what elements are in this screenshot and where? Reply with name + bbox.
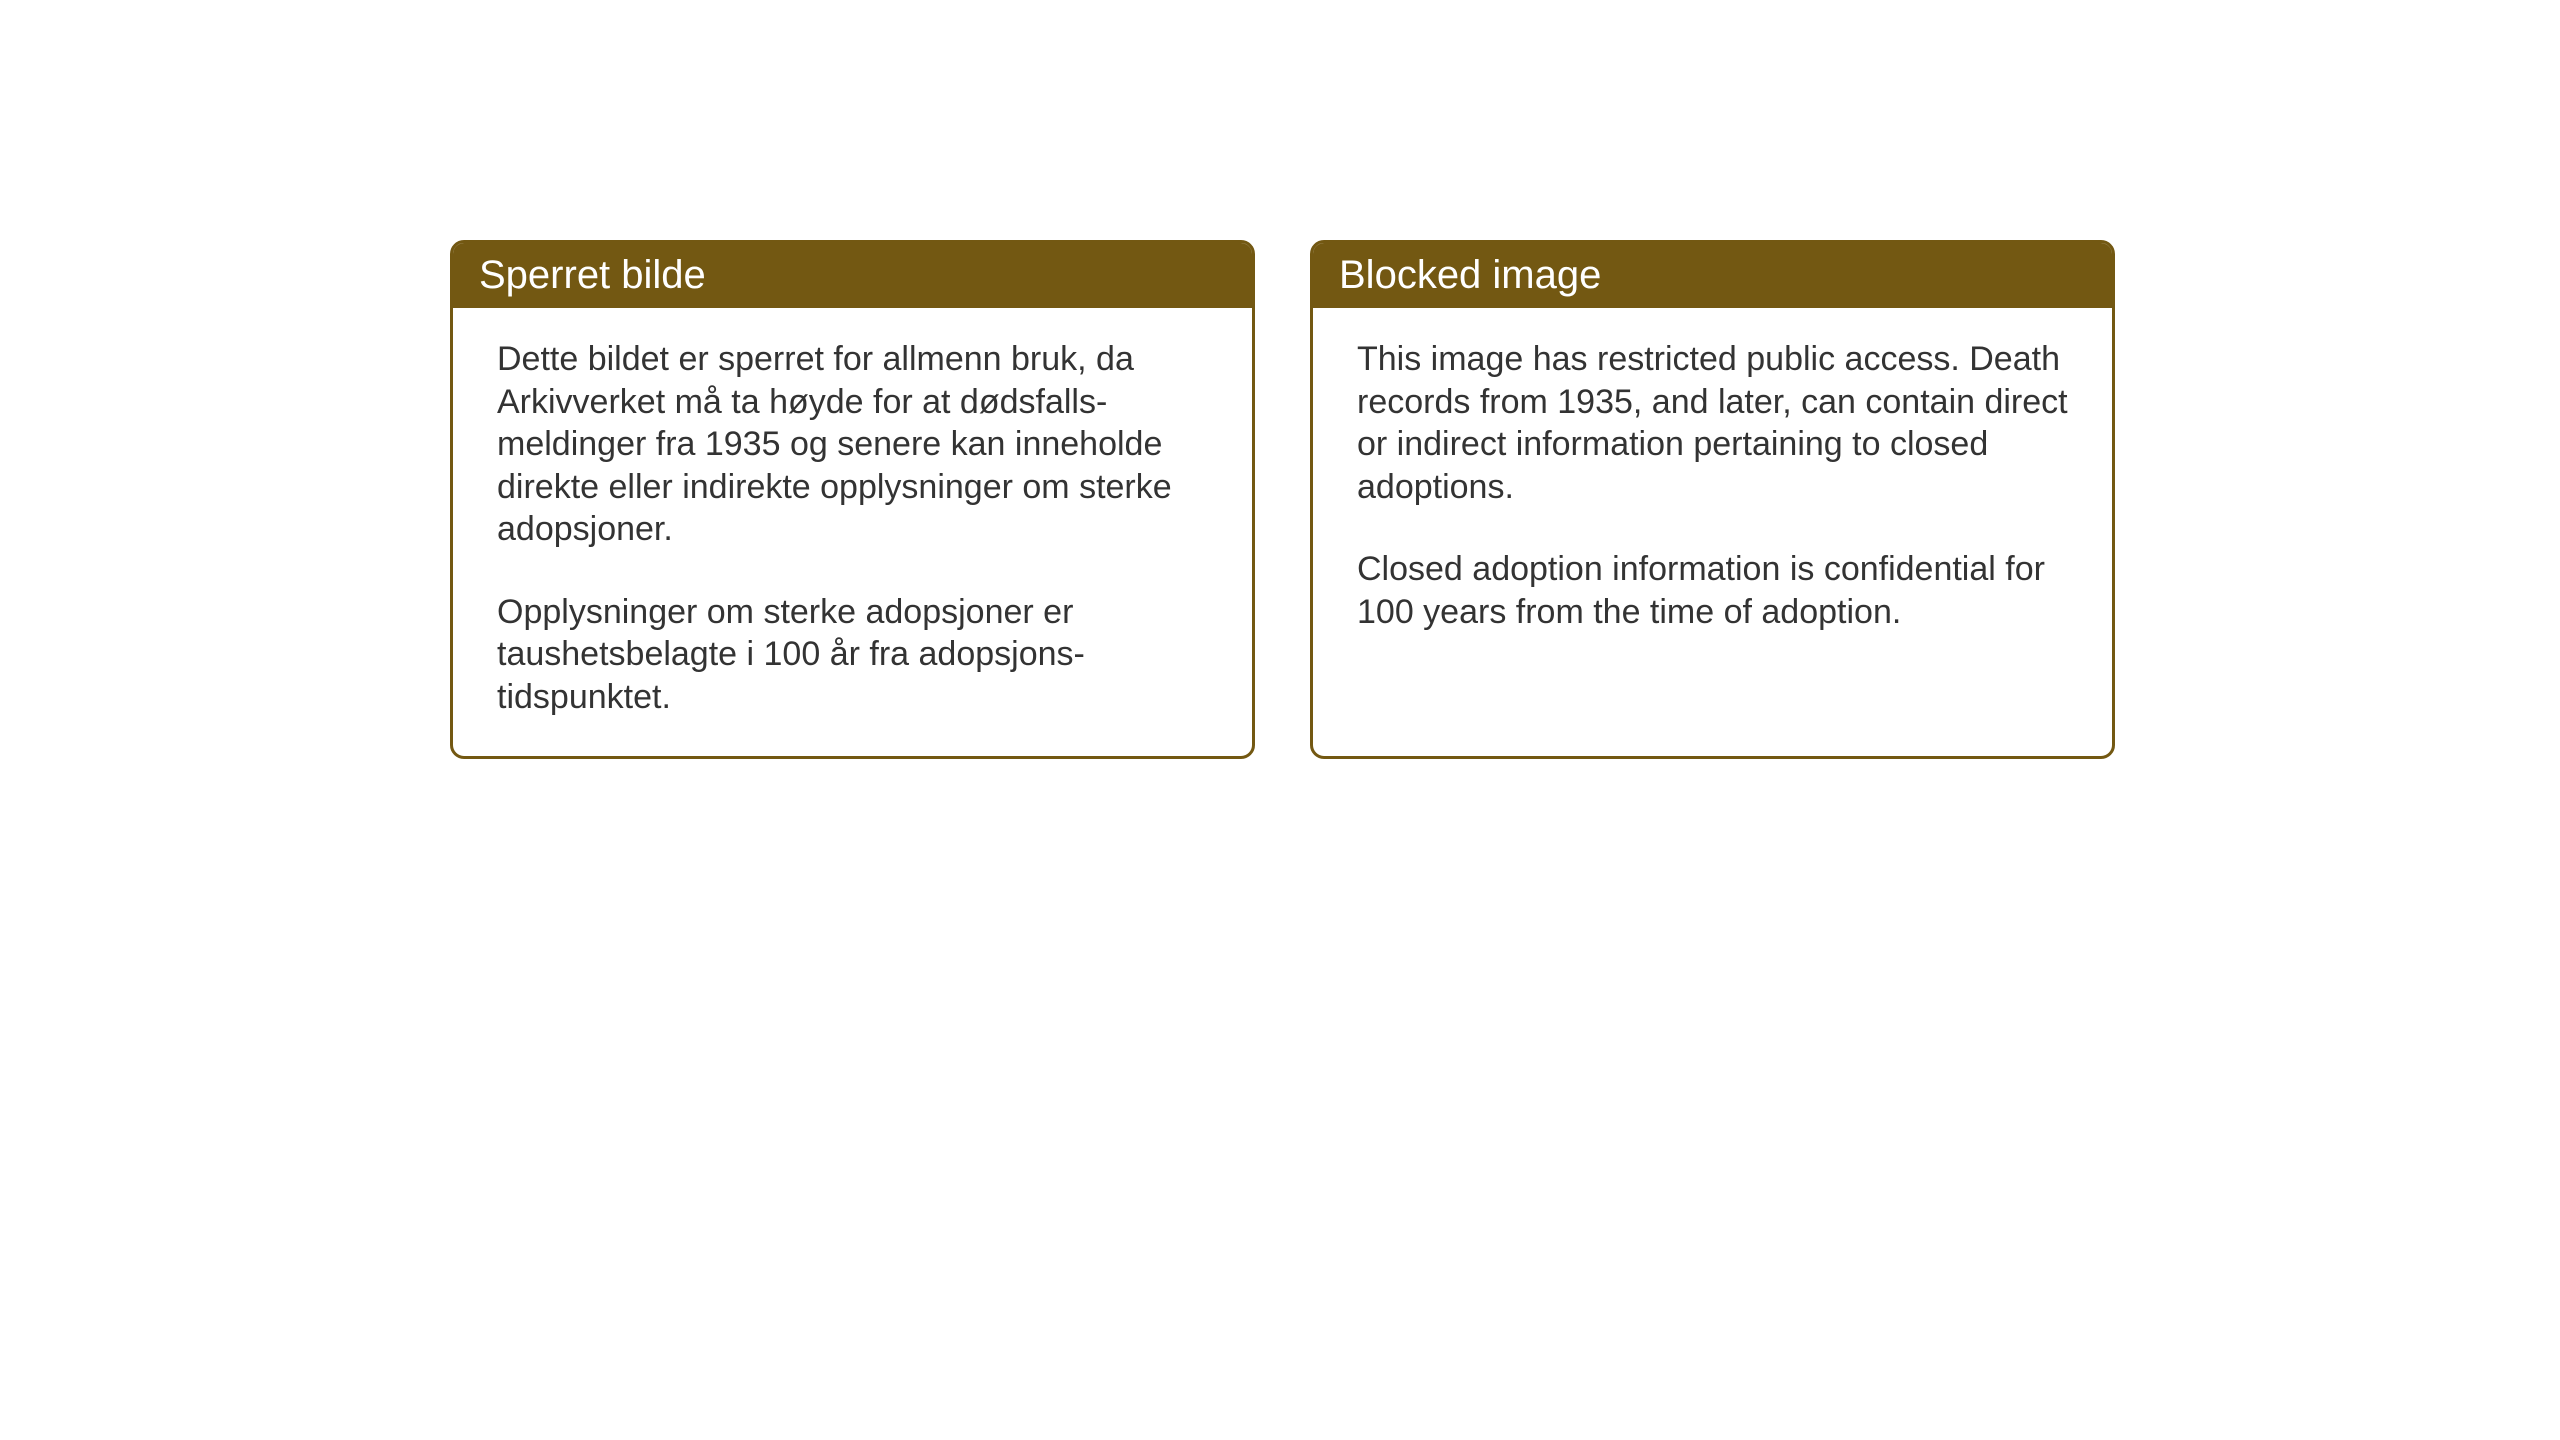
card-body-norwegian: Dette bildet er sperret for allmenn bruk… — [453, 308, 1252, 756]
card-paragraph-1-english: This image has restricted public access.… — [1357, 338, 2068, 508]
card-title-norwegian: Sperret bilde — [479, 253, 706, 297]
card-paragraph-2-english: Closed adoption information is confident… — [1357, 548, 2068, 633]
card-title-english: Blocked image — [1339, 253, 1601, 297]
card-paragraph-2-norwegian: Opplysninger om sterke adopsjoner er tau… — [497, 591, 1208, 719]
card-body-english: This image has restricted public access.… — [1313, 308, 2112, 723]
card-header-english: Blocked image — [1313, 243, 2112, 308]
card-english: Blocked image This image has restricted … — [1310, 240, 2115, 759]
cards-container: Sperret bilde Dette bildet er sperret fo… — [450, 240, 2115, 759]
card-paragraph-1-norwegian: Dette bildet er sperret for allmenn bruk… — [497, 338, 1208, 551]
card-norwegian: Sperret bilde Dette bildet er sperret fo… — [450, 240, 1255, 759]
card-header-norwegian: Sperret bilde — [453, 243, 1252, 308]
